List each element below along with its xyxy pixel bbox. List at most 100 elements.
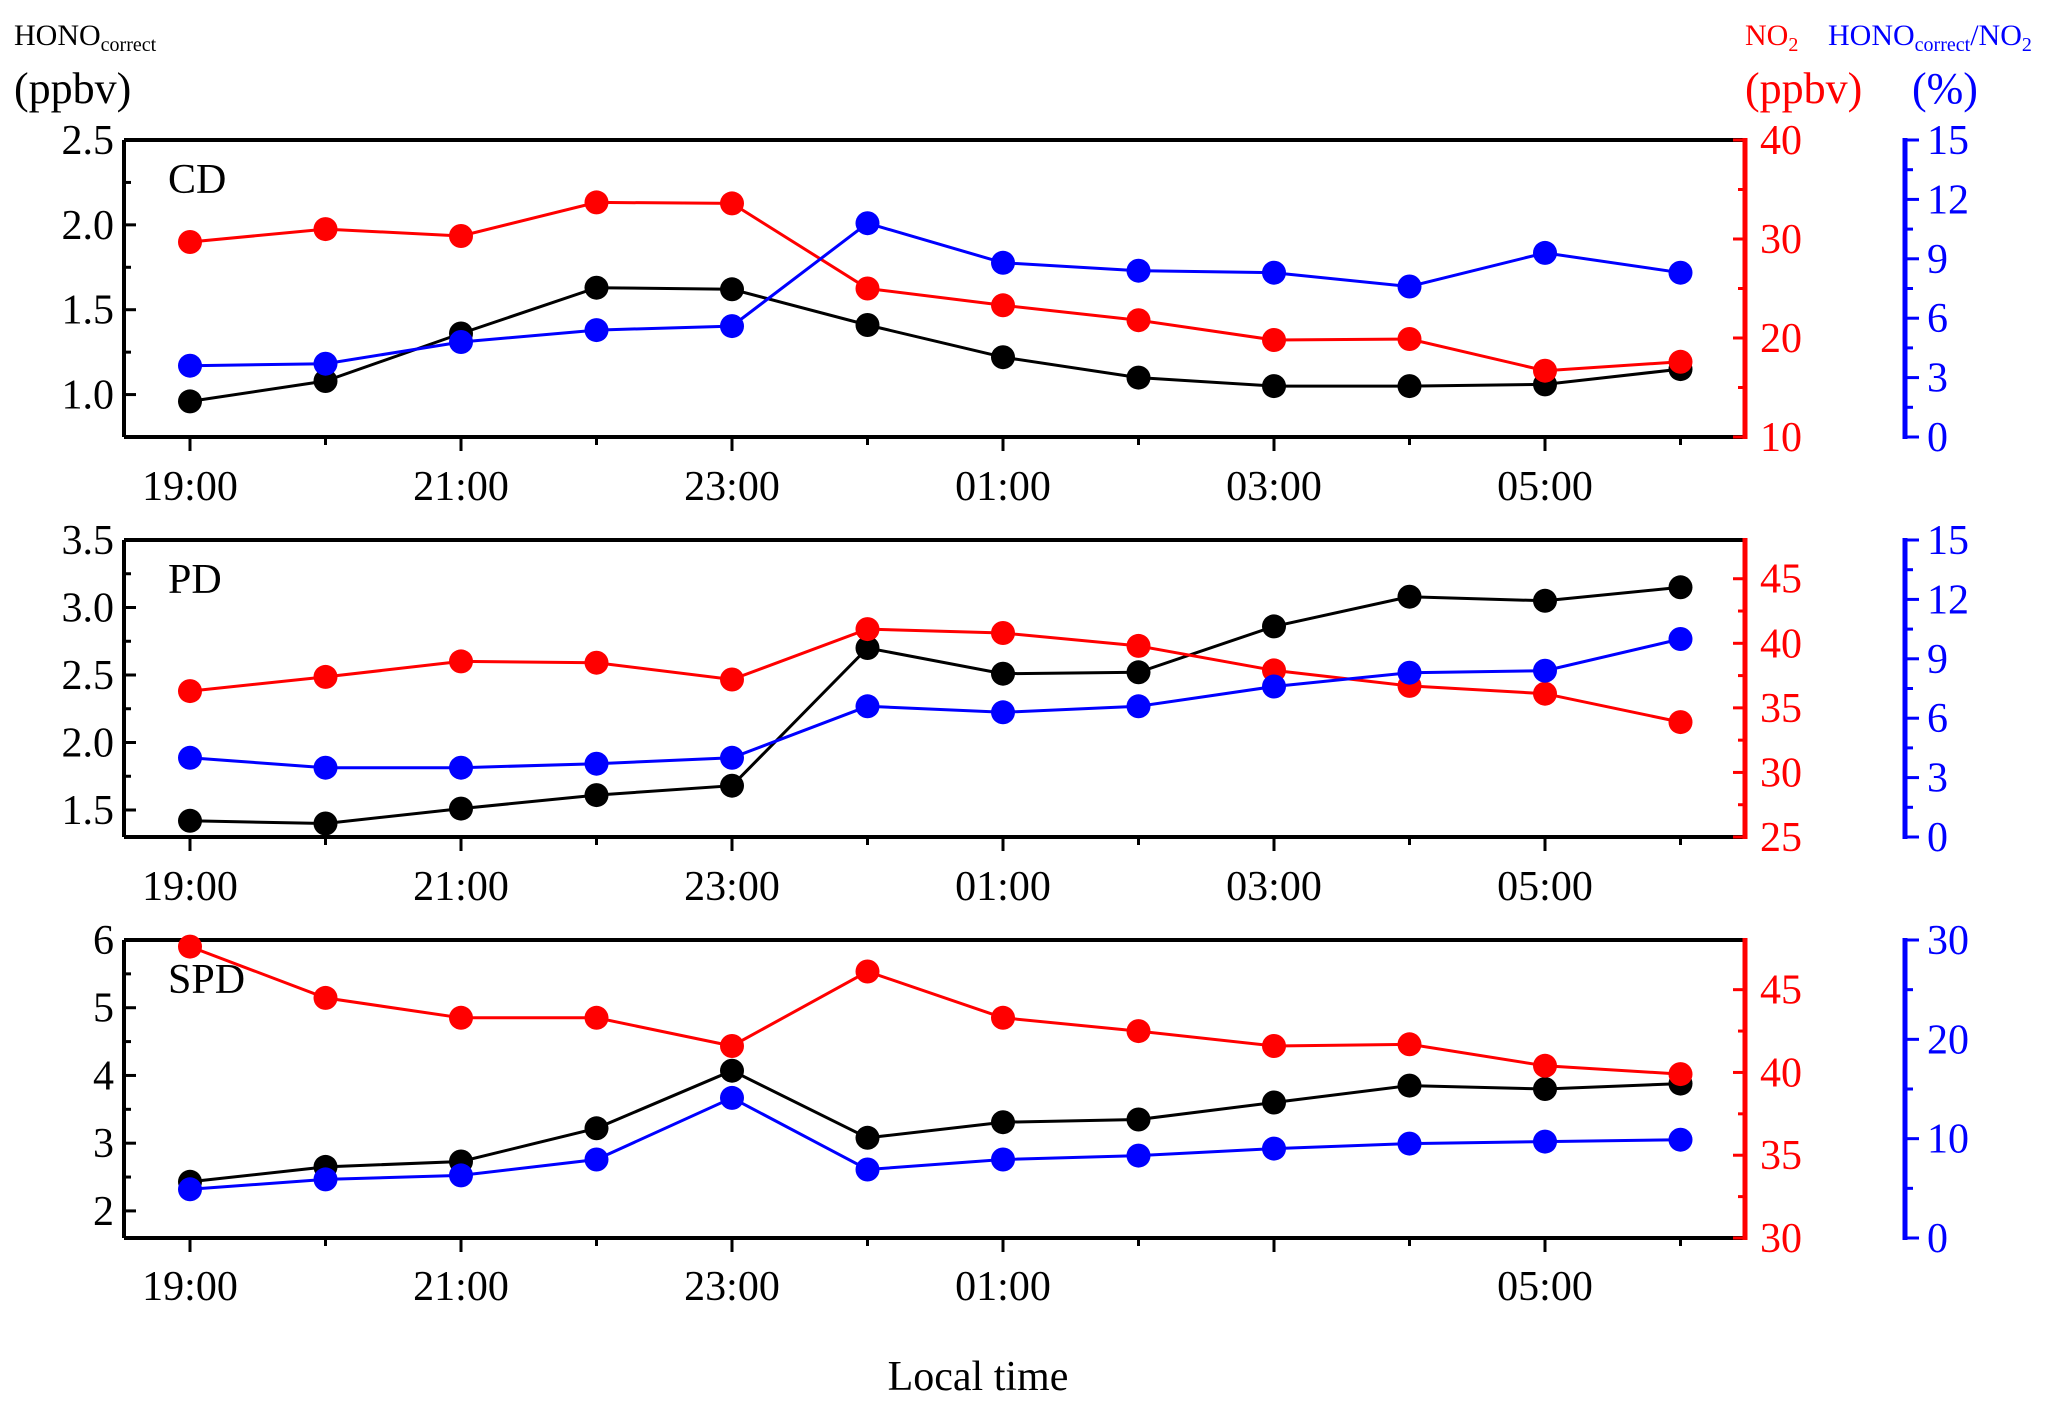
panel-label: PD	[168, 557, 222, 603]
data-point-ratio	[1126, 694, 1151, 719]
data-point-right	[449, 649, 473, 674]
ratio-axis-title-mid: /NO	[1970, 19, 2022, 52]
data-point-ratio	[1668, 1127, 1693, 1152]
series-line-left	[189, 1069, 1681, 1184]
data-point-ratio	[1262, 1136, 1286, 1161]
data-point-left	[720, 1058, 744, 1083]
ratio-axis-tick-label: 30	[1927, 918, 1969, 964]
x-axis-tick-label: 19:00	[142, 864, 238, 910]
ratio-axis-tick-label: 3	[1927, 756, 1948, 802]
left-axis-tick-label: 2.0	[62, 203, 115, 249]
data-point-right	[1668, 349, 1693, 374]
data-point-left	[1262, 1090, 1286, 1115]
ratio-axis-tick-label: 15	[1927, 118, 1969, 164]
data-point-ratio	[720, 745, 744, 770]
data-point-right	[1126, 1019, 1151, 1044]
data-point-ratio	[178, 1177, 202, 1202]
data-point-ratio	[991, 1147, 1015, 1172]
data-point-right	[449, 224, 473, 248]
data-point-left	[855, 636, 880, 660]
left-axis-tick-label: 1.5	[62, 788, 115, 834]
data-point-ratio	[1533, 1129, 1557, 1154]
no2-axis-tick-label: 35	[1760, 686, 1802, 732]
no2-axis-tick-label: 45	[1760, 968, 1802, 1014]
data-point-ratio	[855, 694, 880, 719]
left-axis-tick-label: 2	[93, 1189, 114, 1235]
data-point-ratio	[991, 250, 1015, 275]
data-point-left	[1533, 1077, 1557, 1101]
data-point-right	[855, 959, 880, 984]
data-point-right	[1262, 1034, 1286, 1058]
left-axis-tick-label: 1.0	[62, 373, 115, 419]
data-point-ratio	[1262, 260, 1286, 285]
x-axis-tick-label: 23:00	[684, 864, 780, 910]
ratio-axis-tick-label: 9	[1927, 637, 1948, 683]
data-point-right	[1533, 358, 1557, 383]
no2-axis-tick-label: 20	[1760, 316, 1802, 362]
panel-label: SPD	[168, 957, 245, 1003]
x-axis-tick-label: 03:00	[1226, 464, 1322, 510]
data-point-left	[1262, 614, 1286, 639]
data-point-ratio	[1397, 660, 1422, 685]
no2-axis-tick-label: 40	[1760, 621, 1802, 667]
left-axis-tick-label: 6	[93, 918, 114, 964]
no2-axis-tick-label: 30	[1760, 217, 1802, 263]
data-point-left	[449, 796, 473, 821]
data-point-ratio	[1126, 258, 1151, 283]
x-axis-tick-label: 21:00	[413, 1264, 509, 1310]
left-axis-tick-label: 2.5	[62, 118, 115, 164]
data-point-right	[449, 1005, 473, 1030]
x-axis-tick-label: 21:00	[413, 864, 509, 910]
ratio-axis-tick-label: 3	[1927, 356, 1948, 402]
data-point-left	[313, 811, 338, 836]
no2-axis-tick-label: 30	[1760, 750, 1802, 796]
data-point-ratio	[1262, 674, 1286, 699]
left-axis-tick-label: 2.5	[62, 653, 115, 699]
data-point-right	[1397, 1032, 1422, 1057]
series-line-left	[189, 286, 1681, 403]
ratio-axis-tick-label: 0	[1927, 815, 1948, 861]
ratio-axis-title-sub2: 2	[2022, 34, 2032, 56]
data-point-right	[991, 293, 1015, 318]
no2-axis-tick-label: 30	[1760, 1216, 1802, 1262]
data-point-ratio	[1668, 260, 1693, 285]
series-line-ratio	[189, 221, 1681, 368]
left-axis-tick-label: 3	[93, 1121, 114, 1167]
data-point-ratio	[178, 745, 202, 770]
data-point-left	[584, 275, 609, 300]
ratio-axis-tick-label: 6	[1927, 296, 1948, 342]
series-line-left	[189, 585, 1681, 826]
x-axis-tick-label: 05:00	[1497, 464, 1593, 510]
data-point-ratio	[1126, 1143, 1151, 1168]
data-point-ratio	[584, 751, 609, 776]
ratio-axis-tick-label: 15	[1927, 518, 1969, 564]
data-point-right	[584, 190, 609, 215]
left-axis-title: HONOcorrect	[14, 19, 157, 56]
left-axis-tick-label: 2.0	[62, 721, 115, 767]
ratio-axis-tick-label: 12	[1927, 577, 1969, 623]
data-point-right	[1397, 327, 1422, 351]
data-point-left	[1533, 588, 1557, 613]
x-axis-tick-label: 23:00	[684, 464, 780, 510]
ratio-axis-tick-label: 9	[1927, 237, 1948, 283]
data-point-right	[991, 1005, 1015, 1030]
data-point-right	[178, 679, 202, 704]
x-axis-tick-label: 19:00	[142, 464, 238, 510]
data-point-right	[1668, 1062, 1693, 1087]
data-point-left	[584, 783, 609, 808]
left-axis-title-name: HONO	[14, 19, 101, 52]
x-axis-tick-label: 01:00	[955, 464, 1051, 510]
data-point-left	[178, 808, 202, 833]
ratio-axis-tick-label: 0	[1927, 415, 1948, 461]
no2-axis-tick-label: 35	[1760, 1133, 1802, 1179]
data-point-right	[991, 621, 1015, 645]
data-point-right	[313, 985, 338, 1010]
left-axis-tick-label: 3.5	[62, 518, 115, 564]
data-point-ratio	[720, 1085, 744, 1110]
x-axis-tick-label: 21:00	[413, 464, 509, 510]
data-point-left	[720, 277, 744, 302]
data-point-ratio	[720, 314, 744, 339]
